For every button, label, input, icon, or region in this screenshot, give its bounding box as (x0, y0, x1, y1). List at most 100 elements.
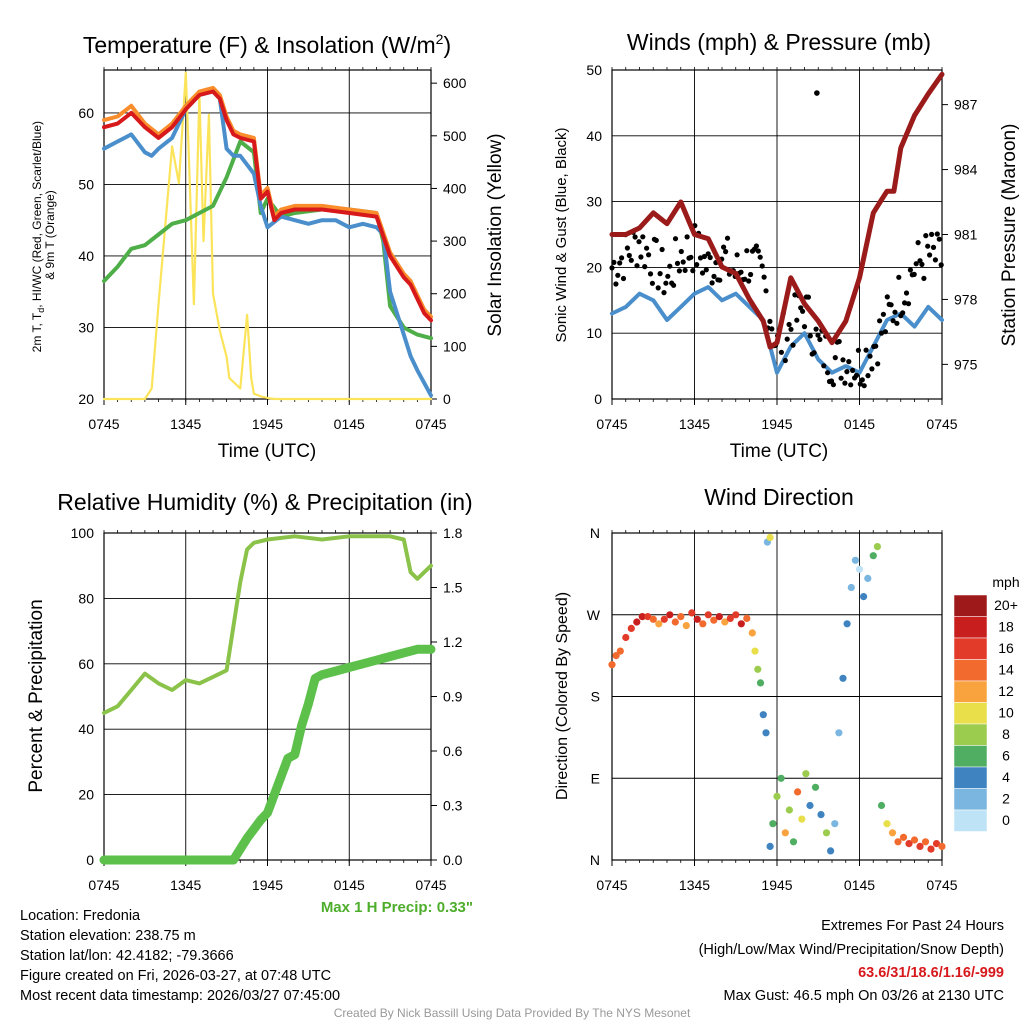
direction-y-tick-label: W (587, 607, 601, 623)
winds-gust-point (800, 308, 806, 314)
direction-point (638, 613, 646, 621)
direction-point (827, 847, 835, 855)
winds-gust-point (869, 366, 875, 372)
winds-series-wind (610, 285, 944, 375)
winds-gust-point (703, 267, 709, 273)
winds-gust-point (815, 332, 821, 338)
winds-y2-tick-label: 978 (954, 291, 978, 307)
winds-gust-point (821, 363, 827, 369)
winds-gust-point (682, 267, 688, 273)
direction-point (649, 615, 657, 623)
winds-gust-point (867, 353, 873, 359)
direction-point (693, 615, 701, 623)
winds-gust-point (744, 248, 750, 254)
winds-gust-point (936, 236, 942, 242)
winds-gust-point (836, 338, 842, 345)
direction-point (877, 801, 886, 810)
direction-point (671, 618, 679, 626)
humidity-y2-tick-label: 1.8 (443, 525, 463, 541)
humidity-y-tick-label: 40 (78, 721, 94, 737)
legend-swatch (953, 637, 988, 660)
winds-gust-point (638, 254, 644, 260)
winds-gust-point (782, 357, 788, 364)
winds-xlabel: Time (UTC) (730, 441, 829, 462)
winds-gust-point (674, 260, 681, 266)
direction-point (811, 783, 820, 791)
direction-point (748, 629, 756, 637)
winds-gust-point (671, 282, 677, 288)
temperature-ylabel-line2: & 9m T (Orange) (43, 190, 57, 280)
winds-ylabel: Sonic Wind & Gust (Blue, Black) (553, 127, 570, 342)
winds-gust-point (848, 382, 854, 388)
humidity-series-precip (99, 644, 436, 865)
humidity-y2-tick-label: 1.5 (443, 580, 463, 596)
winds-gust-point (699, 270, 706, 276)
direction-point (798, 815, 806, 823)
winds-gust-point (657, 271, 663, 277)
winds-gust-point (734, 252, 740, 258)
winds-gust-point (842, 380, 848, 386)
figure-created: Figure created on Fri, 2026-03-27, at 07… (20, 968, 332, 984)
winds-gust-point (640, 234, 646, 240)
legend-swatch (953, 680, 988, 703)
humidity-x-tick-label: 1945 (252, 877, 283, 893)
winds-gust-point (892, 309, 898, 315)
direction-point (916, 842, 924, 851)
winds-gust-point (888, 302, 894, 308)
winds-x-tick-label: 1345 (679, 416, 710, 432)
winds-y2-tick-label: 975 (954, 356, 978, 372)
winds-gust-point (857, 381, 863, 387)
winds-gust-point (646, 252, 652, 258)
winds-gust-point (649, 280, 656, 286)
winds-gust-point (900, 310, 906, 316)
direction-point (822, 829, 831, 837)
direction-point (608, 661, 616, 669)
winds-gust-point (919, 261, 925, 267)
humidity-y-tick-label: 100 (71, 525, 95, 541)
winds-gust-point (663, 280, 669, 286)
winds-gust-point (724, 235, 731, 241)
direction-point (773, 792, 781, 801)
extremes-title: Extremes For Past 24 Hours (821, 918, 1004, 934)
humidity-x-tick-label: 0745 (415, 877, 446, 893)
winds-gust-point (825, 370, 831, 376)
winds-gust-point (865, 373, 871, 379)
direction-point (921, 838, 930, 846)
temperature-ylabel-line1: 2m T, Td, HI/WC (Red, Green, Scarlet/Blu… (30, 121, 46, 352)
direction-point (855, 565, 864, 573)
winds-gust-point (644, 245, 650, 251)
winds-gust-point (927, 252, 933, 258)
direction-x-tick-label: 0145 (844, 877, 875, 893)
direction-point (785, 806, 794, 814)
winds-y2-tick-label: 984 (954, 162, 978, 178)
legend-label: 10 (998, 705, 1014, 721)
legend-swatch (953, 616, 988, 639)
winds-gust-point (890, 318, 896, 324)
winds-gust-point (661, 290, 667, 296)
direction-point (864, 574, 872, 583)
winds-gust-point (748, 271, 754, 278)
winds-gust-point (896, 274, 902, 280)
winds-gust-point (769, 326, 775, 332)
humidity-x-tick-label: 1345 (170, 877, 201, 893)
winds-gust-point (667, 263, 673, 269)
winds-gust-point (861, 383, 867, 389)
direction-point (927, 845, 935, 853)
direction-point (655, 620, 663, 628)
humidity-y2-tick-label: 0.9 (443, 689, 463, 705)
winds-gust-point (738, 269, 744, 275)
direction-point (883, 820, 891, 828)
winds-gust-point (620, 275, 627, 282)
direction-point (888, 829, 897, 837)
winds-title: Winds (mph) & Pressure (mb) (627, 29, 931, 55)
temperature-y2-tick-label: 100 (443, 338, 467, 354)
direction-x-tick-label: 1945 (761, 877, 792, 893)
recent-timestamp: Most recent data timestamp: 2026/03/27 0… (20, 988, 341, 1004)
winds-gust-point (746, 278, 752, 284)
winds-gust-point (647, 271, 654, 277)
extremes-subtitle: (High/Low/Max Wind/Precipitation/Snow De… (698, 942, 1004, 958)
temperature-y2label: Solar Insolation (Yellow) (485, 133, 506, 336)
temperature-series-yellow (102, 71, 433, 401)
temperature-series-red (102, 89, 433, 323)
